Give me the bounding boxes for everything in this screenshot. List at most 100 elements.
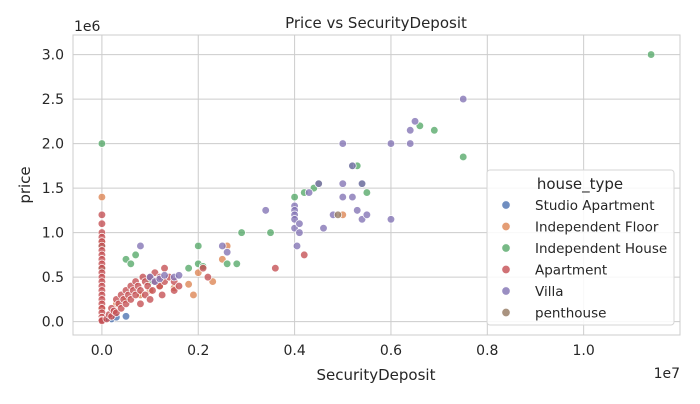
legend-item: Independent Floor <box>501 220 659 236</box>
scatter-point <box>410 117 420 126</box>
scatter-point <box>430 126 439 135</box>
series-penthouse <box>333 210 343 219</box>
x-tick-label: 0.4 <box>283 343 305 359</box>
x-tick-label: 0.8 <box>476 343 498 359</box>
legend-box <box>486 169 675 326</box>
scatter-point <box>300 250 309 260</box>
x-tick-label: 0.6 <box>380 343 402 359</box>
legend-item: Villa <box>501 284 563 300</box>
scatter-point <box>271 264 280 273</box>
scatter-point <box>237 228 246 237</box>
y-axis-label: price <box>16 166 34 203</box>
scatter-point <box>290 192 299 202</box>
legend-marker <box>501 286 511 296</box>
scatter-point <box>136 299 145 308</box>
plot-frame <box>72 34 681 336</box>
y-tick-label: 2.5 <box>42 92 64 108</box>
x-offset-label: 1e7 <box>654 366 680 382</box>
scatter-point <box>406 139 415 148</box>
legend-marker <box>501 243 511 253</box>
scatter-point <box>97 139 107 148</box>
scatter-point <box>362 188 372 197</box>
scatter-point <box>97 219 107 228</box>
legend-marker <box>501 264 511 275</box>
y-tick-label: 2.0 <box>42 137 64 153</box>
tick-layer: 0.0 0.2 0.4 0.6 0.8 1.0 0.0 0.5 1.0 1.5 2.0 2.5 3.0 <box>42 48 595 359</box>
scatter-point <box>131 250 140 260</box>
scatter-point <box>184 280 193 289</box>
scatter-point <box>174 281 184 291</box>
scatter-point <box>386 139 396 148</box>
scatter-point <box>126 259 135 268</box>
y-tick-label: 0.5 <box>42 270 64 286</box>
legend-item: penthouse <box>501 306 606 322</box>
series-apartment <box>97 210 309 325</box>
scatter-point <box>348 161 357 171</box>
scatter-point <box>362 210 372 219</box>
scatter-point <box>145 295 155 304</box>
legend-label: Studio Apartment <box>535 198 655 214</box>
y-tick-label: 3.0 <box>42 48 64 64</box>
y-tick-label: 1.5 <box>42 181 64 197</box>
scatter-point <box>136 241 145 251</box>
legend-item: Independent House <box>501 241 667 257</box>
scatter-point <box>174 271 184 280</box>
scatter-point <box>459 94 468 104</box>
y-tick-label: 1.0 <box>42 226 64 242</box>
scatter-point <box>157 290 167 300</box>
legend: house_type Studio Apartment Independent F… <box>486 169 675 326</box>
scatter-point <box>353 206 362 215</box>
x-tick-label: 0.0 <box>91 343 113 359</box>
scatter-point <box>218 241 227 251</box>
legend-label: penthouse <box>535 306 606 322</box>
scatter-point <box>121 312 131 321</box>
scatter-point <box>338 192 347 202</box>
scatter-point <box>386 215 396 224</box>
legend-label: Independent Floor <box>535 220 659 236</box>
legend-item: Apartment <box>501 263 607 279</box>
legend-marker <box>501 200 511 210</box>
scatter-point <box>292 241 302 251</box>
scatter-point <box>319 224 328 233</box>
scatter-point <box>203 272 213 282</box>
x-tick-label: 1.0 <box>573 343 595 359</box>
scatter-point <box>333 210 343 219</box>
legend-label: Apartment <box>535 263 607 279</box>
chart-title: Price vs SecurityDeposit <box>285 14 467 32</box>
scatter-point <box>406 126 415 135</box>
scatter-point <box>304 188 314 197</box>
series-villa <box>136 94 468 286</box>
legend-label: Villa <box>535 284 563 300</box>
scatter-point <box>459 152 468 162</box>
scatter-point <box>646 50 656 59</box>
scatter-point <box>348 192 357 202</box>
scatter-point <box>357 179 367 188</box>
scatter-point <box>232 259 241 268</box>
scatter-point <box>266 228 275 237</box>
legend-title: house_type <box>537 175 623 194</box>
series-independent-floor <box>97 179 347 322</box>
scatter-point <box>97 210 107 219</box>
scatter-point <box>97 192 107 202</box>
legend-item: Studio Apartment <box>501 198 655 214</box>
scatter-point <box>198 264 208 273</box>
points-layer <box>97 50 656 325</box>
scatter-point <box>338 179 347 188</box>
x-tick-label: 0.2 <box>187 343 209 359</box>
scatter-point <box>194 241 203 251</box>
scatter-point <box>189 290 198 300</box>
legend-label: Independent House <box>535 241 667 257</box>
scatter-point <box>160 264 169 273</box>
scatter-point <box>223 259 232 268</box>
scatter-point <box>184 264 193 273</box>
scatter-point <box>223 248 232 257</box>
y-tick-label: 0.0 <box>42 315 64 331</box>
scatter-point <box>314 179 323 188</box>
y-offset-label: 1e6 <box>74 19 101 35</box>
scatter-point <box>160 271 169 280</box>
scatter-point <box>338 139 347 148</box>
legend-items: Studio Apartment Independent Floor Indepen… <box>501 198 667 322</box>
scatter-point <box>295 228 304 237</box>
x-axis-label: SecurityDeposit <box>317 366 436 384</box>
